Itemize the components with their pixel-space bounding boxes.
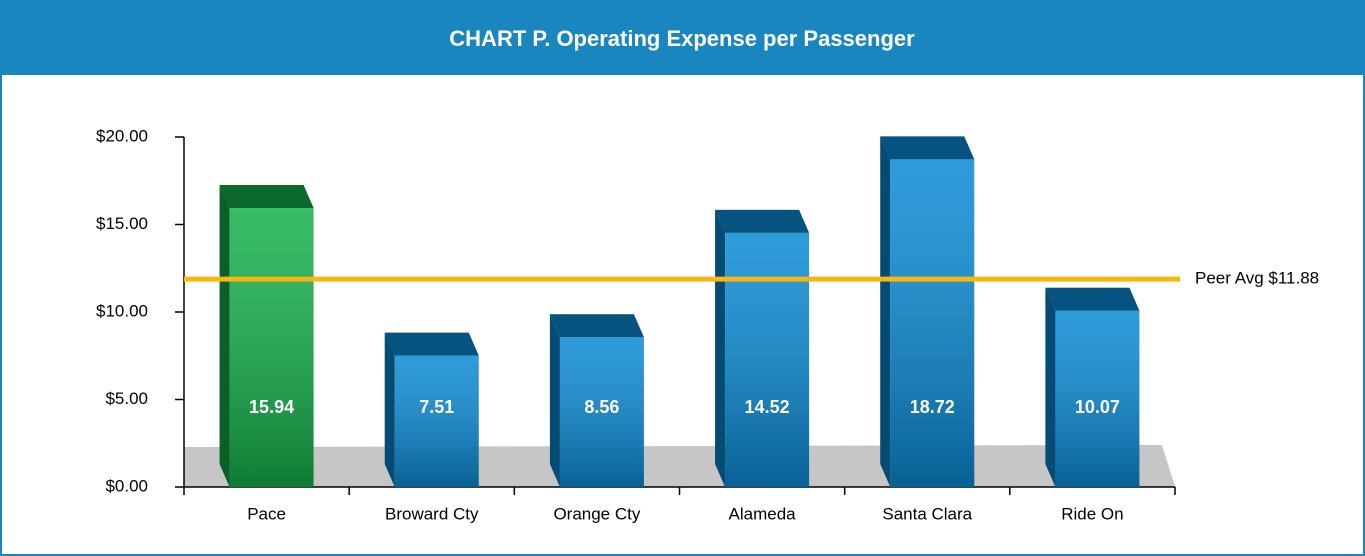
- chart-title: CHART P. Operating Expense per Passenger: [449, 26, 915, 51]
- bar-side: [880, 136, 891, 487]
- value-label: 14.52: [745, 397, 790, 417]
- x-tick-label: Santa Clara: [882, 504, 972, 523]
- bar-side: [549, 314, 560, 487]
- bar-shine: [394, 355, 479, 487]
- bar-shine: [559, 337, 644, 487]
- header: [0, 0, 1365, 75]
- value-label: 15.94: [249, 397, 294, 417]
- bar-shine: [890, 159, 975, 487]
- bar-top-shade: [549, 314, 644, 338]
- value-label: 18.72: [910, 397, 955, 417]
- bar-top-shade: [384, 332, 479, 356]
- bar-shine: [1055, 310, 1140, 487]
- bar-top: [219, 185, 314, 209]
- bar-shine: [229, 208, 314, 488]
- y-tick-label: $10.00: [96, 301, 148, 320]
- x-tick-label: Ride On: [1061, 504, 1123, 523]
- bar-top: [715, 209, 810, 233]
- bar-top-shade: [219, 185, 314, 209]
- y-tick-label: $15.00: [96, 214, 148, 233]
- value-label: 7.51: [419, 397, 454, 417]
- x-tick-label: Broward Cty: [385, 504, 479, 523]
- bar-top: [384, 332, 479, 356]
- floor: [184, 445, 1175, 487]
- bar-top-shade: [1045, 287, 1140, 311]
- bar-side: [219, 185, 230, 488]
- bar-side-shade: [549, 314, 560, 487]
- bar-side-shade: [1045, 287, 1056, 487]
- bar-top-shade: [880, 136, 975, 160]
- value-label: 10.07: [1075, 397, 1120, 417]
- bar-top: [549, 314, 644, 338]
- y-tick-label: $0.00: [105, 476, 148, 495]
- x-tick-label: Orange Cty: [553, 504, 640, 523]
- x-tick-label: Pace: [247, 504, 286, 523]
- y-tick-label: $20.00: [96, 126, 148, 145]
- x-tick-label: Alameda: [729, 504, 797, 523]
- bar-side-shade: [715, 209, 726, 487]
- bar-side-shade: [384, 332, 395, 487]
- bar-side-shade: [880, 136, 891, 487]
- bar-top: [880, 136, 975, 160]
- bar-top-shade: [715, 209, 810, 233]
- bar-side: [384, 332, 395, 487]
- y-tick-label: $5.00: [105, 389, 148, 408]
- bar-top: [1045, 287, 1140, 311]
- bar-shine: [725, 232, 810, 487]
- reference-label: Peer Avg $11.88: [1195, 269, 1319, 288]
- bar-side: [1045, 287, 1056, 487]
- value-label: 8.56: [584, 397, 619, 417]
- bar-side-shade: [219, 185, 230, 488]
